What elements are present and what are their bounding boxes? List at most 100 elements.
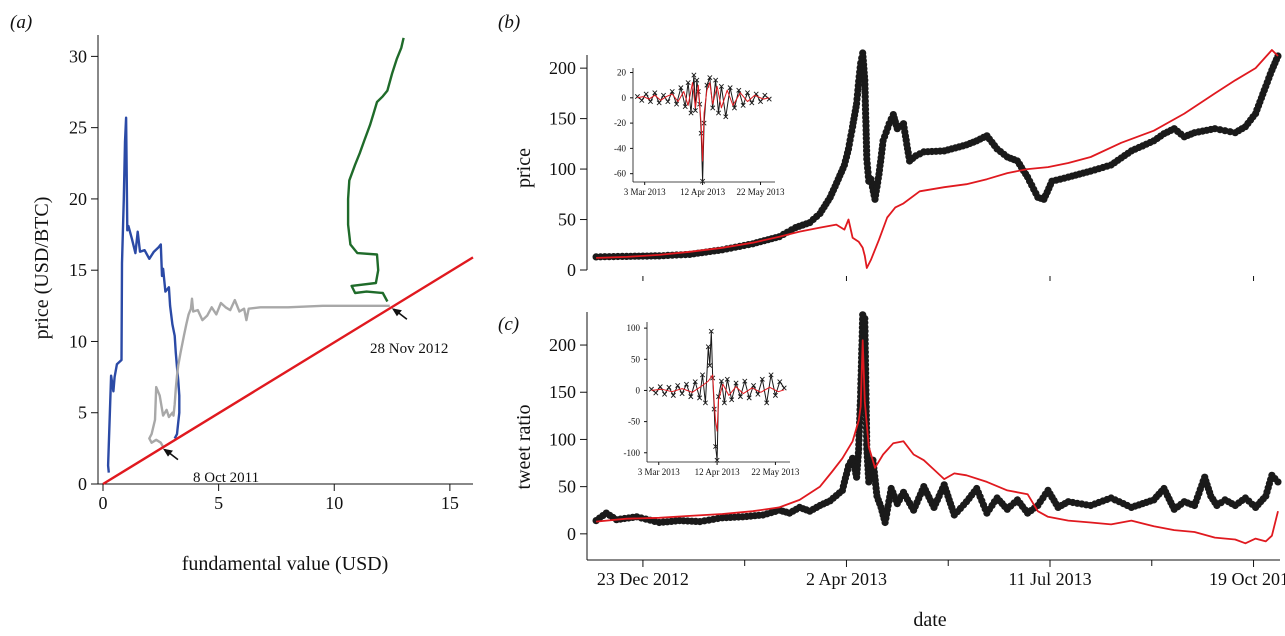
panel-c-y-tick-label: 200 [549, 335, 576, 355]
panel-c-series [592, 311, 1282, 545]
panel-a-x-tick-label: 0 [99, 493, 108, 513]
panel-b-inset-data-point [639, 97, 645, 103]
panel-c-inset-data-point [751, 382, 757, 388]
panel-a-red-line [102, 256, 474, 486]
panel-b-inset-data-point [723, 114, 729, 120]
panel-c-label: (c) [498, 314, 519, 335]
panel-b-y-tick-label: 150 [549, 109, 576, 129]
panel-c-y-tick-label: 0 [567, 524, 576, 544]
panel-c-inset-data-point [705, 344, 711, 350]
panel-b-inset-data-point [643, 91, 649, 97]
panel-c-inset-x-tick-label: 3 Mar 2013 [638, 467, 680, 477]
panel-b-black-line [596, 52, 1279, 258]
annotation-arrow-head [391, 308, 402, 317]
panel-b-y-tick-label: 200 [549, 58, 576, 78]
panel-a: (a) 0 5 10 15 20 25 30 0 5 10 15 8 Oct 2011 28 Nov… [10, 12, 474, 575]
panel-c-inset: -100 -50 0 50 100 3 Mar 2013 12 Apr 2013 22 May… [624, 322, 800, 477]
panel-b-inset-data-point [740, 102, 746, 108]
panel-c-inset-data-point [768, 372, 774, 378]
panel-b-y-tick-label: 0 [567, 260, 576, 280]
panel-b-inset-series [634, 72, 772, 184]
panel-c-inset-data-point [772, 392, 778, 398]
panel-c-y-tick-label: 50 [558, 477, 576, 497]
panel-b-inset-y-tick-label: 20 [617, 68, 627, 78]
panel-c-inset-data-point [742, 378, 748, 384]
panel-a-x-tick-label: 15 [441, 493, 459, 513]
panel-c-inset-ticks: -100 -50 0 50 100 3 Mar 2013 12 Apr 2013 22 May… [624, 323, 800, 477]
panel-a-y-tick-label: 20 [69, 189, 87, 209]
panel-c-inset-data-point [724, 376, 730, 382]
panel-b-inset-data-point [669, 88, 675, 95]
panel-c-y-axis-title: tweet ratio [513, 405, 535, 490]
panel-b-inset-data-point [685, 80, 691, 86]
panel-c-inset-data-point [692, 379, 698, 385]
panel-b-inset-data-point [682, 104, 688, 110]
panel-c-inset-y-tick-label: 0 [636, 385, 641, 395]
panel-c-inset-data-point [683, 381, 689, 387]
panel-a-label: (a) [10, 12, 32, 33]
panel-c-inset-data-point [777, 379, 783, 385]
panel-b-inset-data-point [710, 105, 716, 111]
panel-c-inset-data-point [707, 362, 713, 369]
panel-a-series [102, 37, 474, 486]
panel-b-inset-data-point [758, 99, 764, 105]
panel-b-inset-data-point [660, 92, 667, 98]
panel-b-y-tick-label: 100 [549, 159, 576, 179]
panel-a-x-axis-title: fundamental value (USD) [182, 553, 389, 575]
panel-b-inset-data-point [736, 87, 742, 93]
panel-c-inset-data-point [755, 391, 761, 397]
panel-b: (b) 0 50 100 150 200 price -60 -40 -20 0 20 3 Mar… [498, 12, 1282, 281]
panel-a-y-tick-label: 0 [78, 474, 87, 494]
panel-a-y-tick-label: 15 [69, 260, 87, 280]
panel-b-inset-data-point [713, 77, 719, 83]
panel-b-inset-data-point [688, 110, 694, 116]
panel-c-inset-data-point [714, 457, 720, 463]
panel-c-inset-data-point [718, 378, 724, 384]
panel-c-inset-data-point [702, 400, 708, 406]
panel-b-inset-data-point [700, 178, 706, 184]
panel-a-x-tick-label: 10 [325, 493, 343, 513]
panel-a-ticks: 0 5 10 15 20 25 30 0 5 10 15 [69, 46, 459, 513]
panel-c-inset-data-point [746, 395, 752, 401]
panel-c-inset-data-point [721, 400, 727, 406]
panel-c-inset-y-tick-label: -50 [628, 417, 640, 427]
panel-a-grey-line [148, 297, 390, 448]
panel-c-x-tick-label: 2 Apr 2013 [806, 569, 887, 589]
panel-c: (c) 0 50 100 150 200 23 Dec 2012 2 Apr 2013 11 … [498, 311, 1285, 631]
panel-c-inset-data-point [670, 392, 676, 398]
panel-b-inset-data-point [634, 94, 640, 100]
panel-a-green-line [346, 37, 405, 303]
panel-c-x-tick-label: 11 Jul 2013 [1008, 569, 1091, 589]
panel-c-inset-series [648, 328, 787, 463]
panel-c-inset-data-point [737, 394, 743, 400]
panel-c-inset-data-point [697, 395, 703, 401]
panel-b-inset-data-point [691, 72, 697, 78]
panel-b-inset-data-point [718, 83, 724, 89]
annotation-8-oct-2011: 8 Oct 2011 [193, 470, 259, 486]
panel-b-inset-data-point [744, 90, 751, 96]
panel-b-y-axis-title: price [513, 148, 535, 188]
panel-c-inset-y-tick-label: 50 [631, 354, 641, 364]
panel-b-inset-data-point [749, 100, 755, 106]
panel-c-x-axis-title: date [913, 609, 946, 631]
panel-a-y-axis-title: price (USD/BTC) [31, 197, 53, 340]
panel-c-inset-y-tick-label: 100 [627, 323, 641, 333]
panel-c-inset-data-point [688, 394, 694, 400]
panel-b-inset-y-tick-label: 0 [622, 93, 627, 103]
panel-c-ticks: 0 50 100 150 200 23 Dec 2012 2 Apr 2013 11 Jul … [549, 335, 1285, 589]
panel-b-inset-y-tick-label: -40 [614, 143, 626, 153]
panel-c-x-tick-label: 23 Dec 2012 [597, 569, 689, 589]
panel-b-inset-data-point [692, 107, 698, 113]
panel-b-inset-data-point [652, 90, 658, 96]
panel-b-inset-data-point [716, 110, 722, 116]
panel-c-inset-data-point [675, 382, 681, 388]
panel-b-inset-y-tick-label: -20 [614, 118, 626, 128]
panel-c-y-tick-label: 150 [549, 382, 576, 402]
panel-a-y-tick-label: 25 [69, 118, 87, 138]
panel-b-inset-data-point [766, 96, 772, 102]
panel-c-inset-data-point [759, 376, 765, 382]
panel-c-inset-data-point [657, 384, 663, 390]
